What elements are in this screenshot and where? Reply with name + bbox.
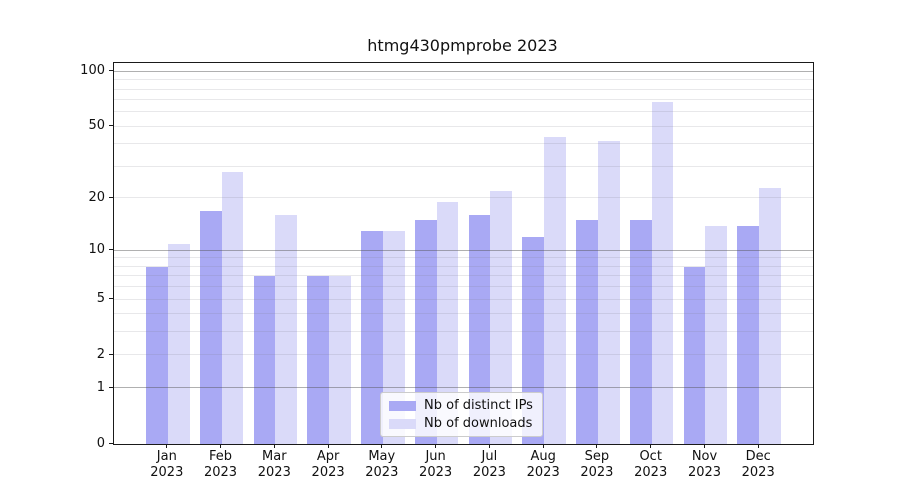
y-tick-label-10: 10 (88, 242, 105, 258)
x-tick-label-feb: Feb 2023 (203, 449, 238, 480)
y-tick-mark (109, 125, 113, 127)
bar-ips-may (361, 231, 383, 444)
x-tick-mark (381, 444, 383, 448)
bar-ips-nov (683, 266, 706, 444)
bar-ips-apr (307, 276, 330, 444)
bar-downloads-aug (544, 136, 566, 444)
gridline-30 (114, 166, 813, 167)
y-tick-label-2: 2 (96, 346, 105, 362)
chart-title: htmg430pmprobe 2023 (367, 36, 558, 55)
y-tick-label-5: 5 (96, 291, 105, 306)
legend-item-distinct-ips: Nb of distinct IPs (389, 398, 533, 413)
x-tick-mark (327, 444, 329, 448)
bar-ips-jan (145, 266, 168, 444)
plot-area: Nb of distinct IPs Nb of downloads (113, 62, 814, 445)
gridline-20 (114, 197, 813, 199)
bar-ips-feb (199, 210, 222, 444)
gridline-60 (114, 111, 813, 113)
gridline-90 (114, 79, 813, 81)
gridline-9 (114, 257, 813, 259)
bar-downloads-mar (275, 215, 298, 444)
x-tick-mark (650, 444, 652, 448)
x-tick-label-sep: Sep 2023 (580, 449, 614, 480)
gridline-40 (114, 143, 813, 145)
y-tick-label-1: 1 (96, 379, 105, 395)
gridline-1 (114, 387, 813, 389)
legend-item-downloads: Nb of downloads (389, 416, 533, 431)
x-tick-mark (488, 444, 490, 448)
gridline-2 (114, 354, 813, 356)
y-tick-mark (109, 298, 113, 299)
bar-downloads-apr (329, 276, 351, 444)
bar-downloads-sep (597, 140, 620, 444)
bar-downloads-jan (167, 243, 190, 444)
gridline-5 (114, 298, 813, 300)
y-tick-mark (109, 70, 113, 72)
y-tick-label-50: 50 (88, 118, 105, 134)
y-tick-label-20: 20 (88, 189, 105, 205)
gridline-80 (114, 88, 813, 90)
x-tick-label-apr: Apr 2023 (311, 449, 345, 480)
bar-ips-dec (737, 225, 760, 444)
y-tick-label-0: 0 (96, 435, 105, 451)
y-tick-mark (109, 386, 113, 388)
y-tick-mark (109, 249, 113, 251)
x-tick-mark (542, 444, 544, 448)
y-tick-mark (109, 353, 113, 355)
bar-downloads-oct (651, 102, 674, 444)
legend-swatch-distinct-ips (389, 400, 416, 411)
x-tick-label-may: May 2023 (365, 449, 399, 480)
x-tick-mark (166, 444, 168, 448)
gridline-100 (114, 70, 813, 72)
x-tick-label-dec: Dec 2023 (741, 449, 775, 480)
bar-ips-oct (629, 220, 652, 444)
legend: Nb of distinct IPs Nb of downloads (380, 392, 543, 437)
gridline-6 (114, 286, 813, 287)
gridline-10 (114, 249, 813, 251)
bar-downloads-nov (705, 225, 728, 444)
gridline-70 (114, 99, 813, 101)
bar-downloads-jun (436, 202, 459, 444)
x-tick-label-aug: Aug 2023 (526, 449, 560, 480)
bar-downloads-may (382, 231, 405, 444)
y-tick-label-100: 100 (80, 63, 105, 79)
x-tick-mark (220, 444, 221, 448)
x-tick-label-mar: Mar 2023 (257, 449, 291, 480)
legend-label-downloads: Nb of downloads (424, 416, 533, 431)
x-tick-label-jul: Jul 2023 (472, 449, 506, 480)
x-tick-mark (273, 444, 275, 448)
x-tick-label-jan: Jan 2023 (150, 449, 184, 480)
x-tick-label-jun: Jun 2023 (419, 449, 453, 480)
y-tick-mark (109, 442, 113, 444)
gridline-7 (114, 275, 813, 277)
y-tick-mark (109, 196, 113, 198)
bar-ips-jul (468, 215, 491, 444)
x-tick-label-oct: Oct 2023 (634, 449, 668, 480)
x-tick-mark (704, 444, 705, 448)
x-tick-mark (435, 444, 437, 448)
gridline-50 (114, 125, 813, 127)
gridline-8 (114, 265, 813, 267)
gridline-4 (114, 313, 813, 315)
legend-label-distinct-ips: Nb of distinct IPs (424, 398, 533, 413)
bar-ips-jun (414, 220, 437, 444)
bar-ips-mar (253, 276, 276, 444)
x-tick-mark (596, 444, 598, 448)
bar-ips-sep (576, 220, 598, 444)
bar-downloads-feb (221, 172, 244, 444)
gridline-3 (114, 331, 813, 333)
bar-downloads-dec (759, 187, 782, 444)
x-tick-label-nov: Nov 2023 (687, 449, 722, 480)
legend-swatch-downloads (389, 418, 416, 429)
x-tick-mark (757, 444, 759, 448)
bar-downloads-jul (490, 191, 513, 444)
